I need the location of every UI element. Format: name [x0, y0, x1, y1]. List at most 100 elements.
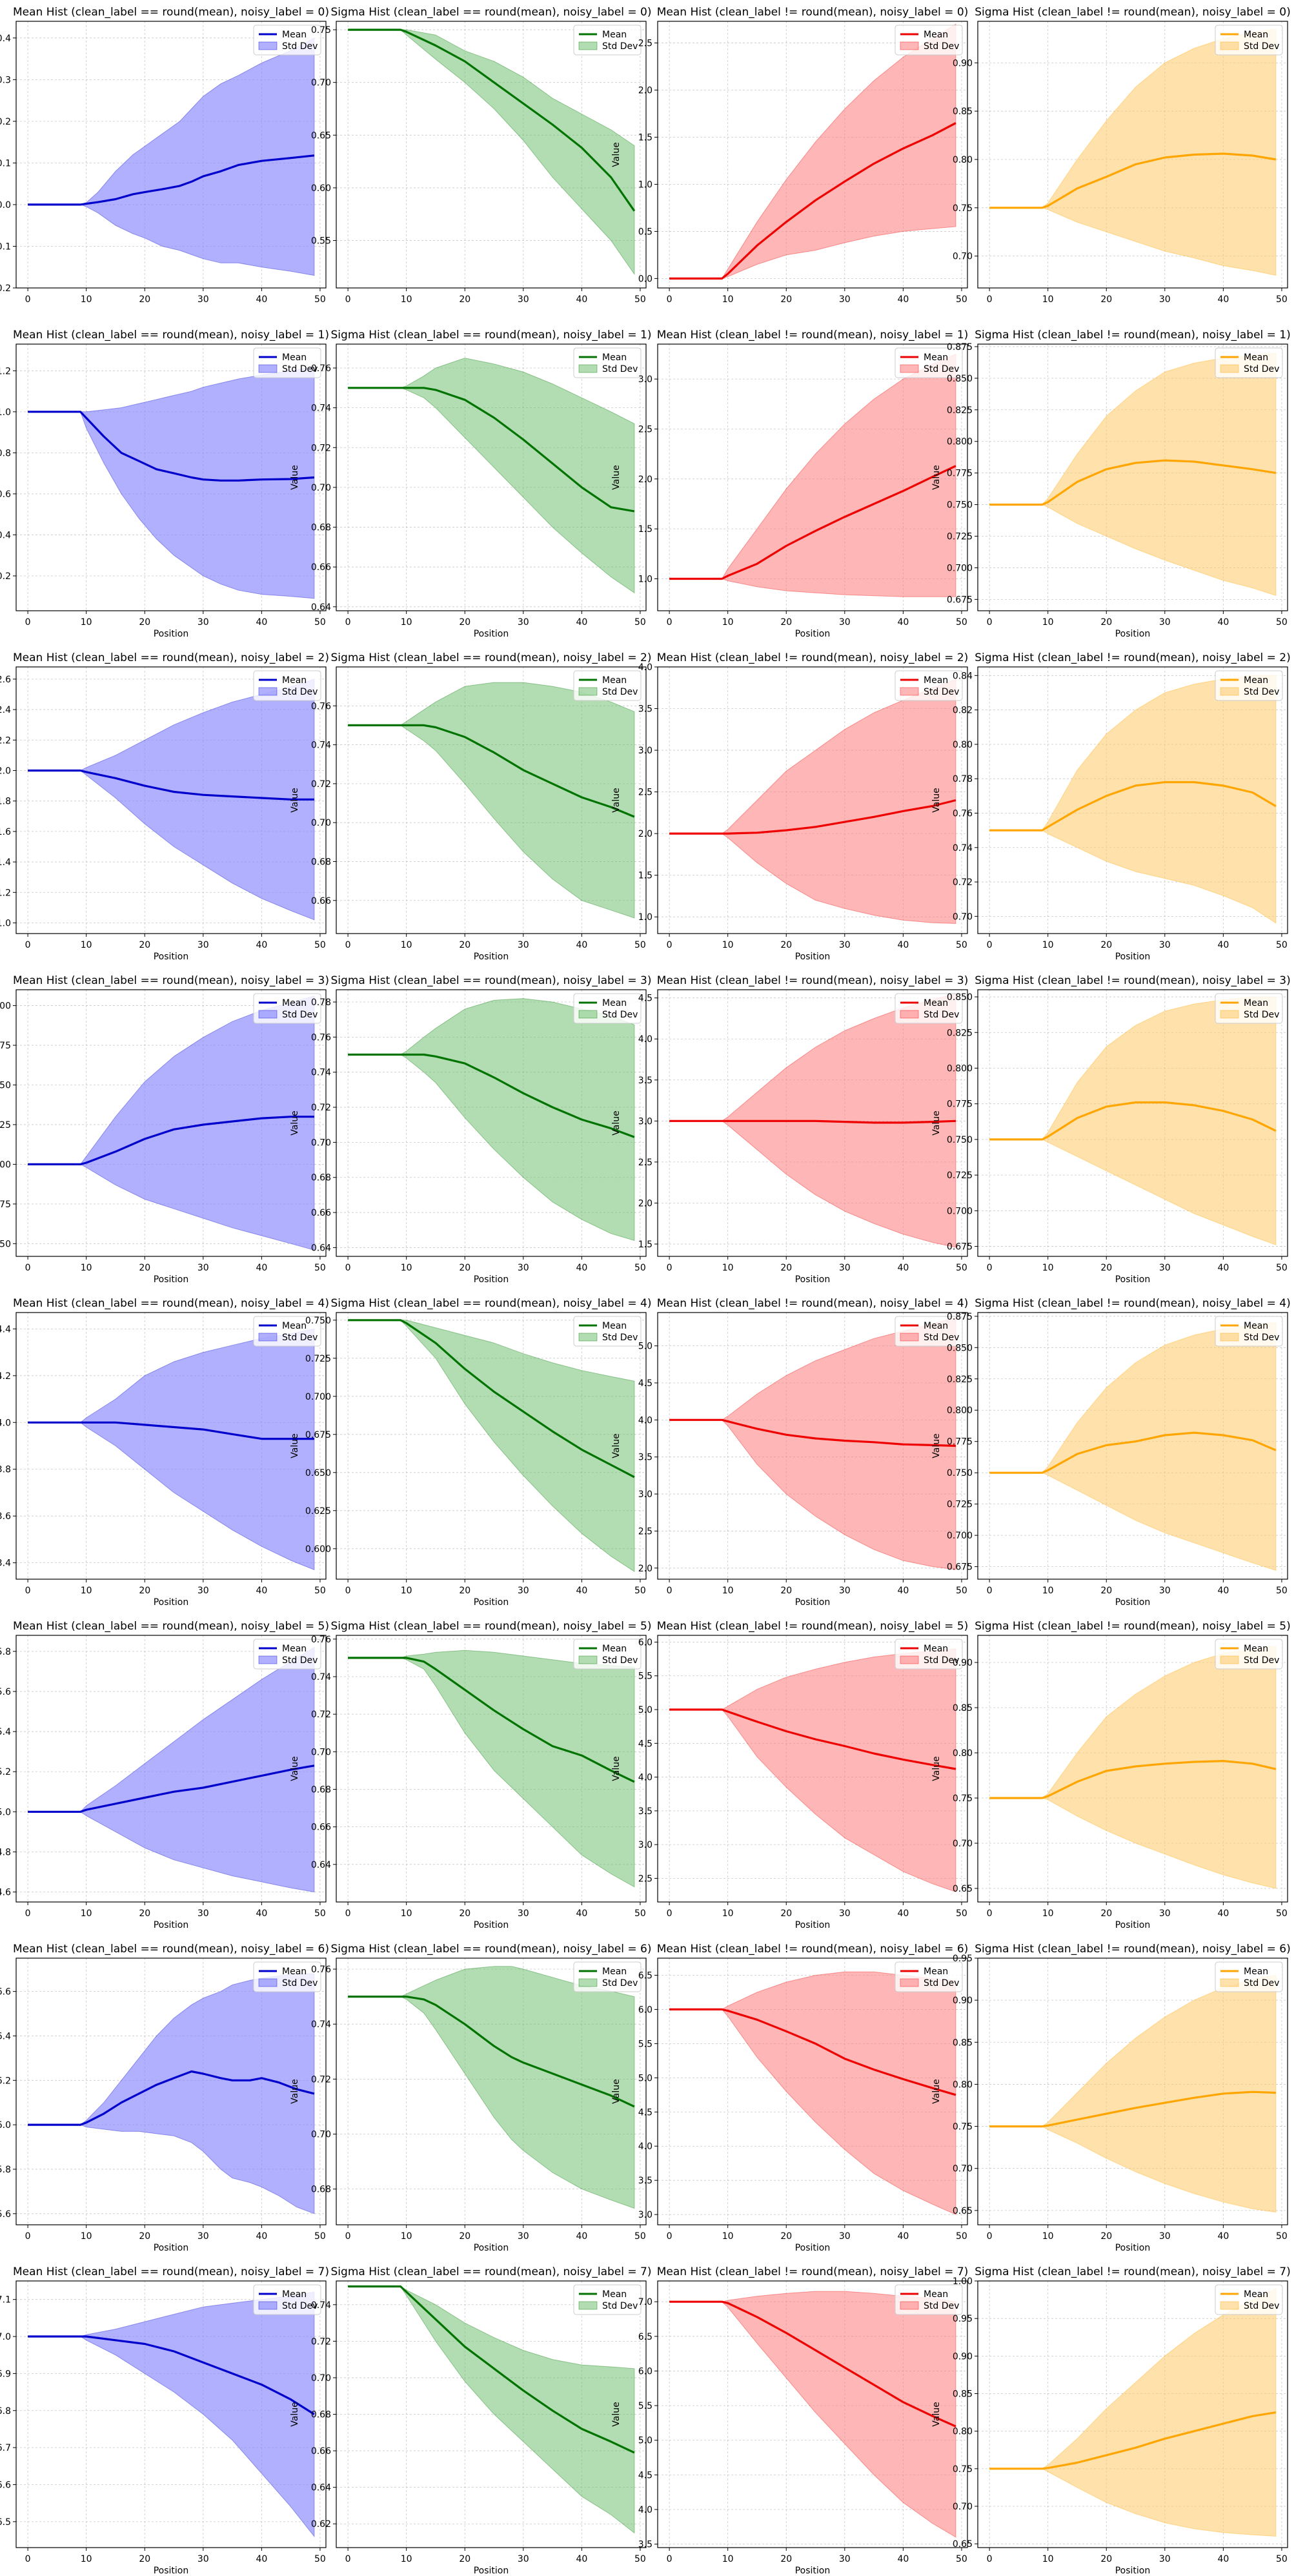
y-tick-label: 0.3: [0, 75, 11, 85]
x-axis-label: Position: [154, 1274, 189, 1285]
legend-mean-label: Mean: [1244, 675, 1268, 686]
subplot-2-1: Sigma Hist (clean_label == round(mean), …: [290, 651, 651, 962]
y-tick-label: 3.0: [638, 1840, 652, 1850]
y-tick-label: 0.72: [953, 877, 973, 888]
subplot-7-3: Sigma Hist (clean_label != round(mean), …: [931, 2265, 1291, 2576]
x-tick-label: 20: [1100, 1586, 1112, 1596]
y-tick-label: 5.0: [638, 1342, 652, 1352]
y-tick-label: 2.0: [0, 766, 11, 776]
legend-std-swatch: [578, 1978, 598, 1987]
x-axis-label: Position: [474, 1274, 509, 1285]
legend-std-swatch: [1220, 1978, 1239, 1987]
y-tick-label: 0.72: [311, 2074, 331, 2085]
x-tick-label: 20: [139, 1586, 150, 1596]
std-dev-band: [348, 998, 635, 1242]
plot-area: [348, 1650, 635, 1888]
y-tick-label: 0.725: [305, 1354, 331, 1364]
y-tick-label: 4.0: [638, 1415, 652, 1426]
axes-frame: [657, 343, 968, 611]
mean-line: [28, 769, 314, 801]
y-tick-label: 0.775: [947, 469, 973, 479]
legend-std-label: Std Dev: [1244, 41, 1279, 52]
x-tick-label: 0: [25, 617, 31, 628]
x-tick-label: 10: [401, 2554, 412, 2564]
legend-mean-label: Mean: [924, 30, 948, 40]
x-tick-label: 20: [459, 2231, 470, 2242]
y-tick-label: 6.6: [0, 1987, 11, 1998]
y-tick-label: 0.700: [947, 1206, 973, 1216]
axes-frame: [15, 21, 327, 289]
y-tick-label: 4.5: [638, 994, 652, 1004]
x-tick-label: 20: [1100, 940, 1112, 950]
x-tick-label: 30: [197, 617, 209, 628]
y-axis-label: Value: [290, 465, 300, 489]
mean-line: [348, 1657, 635, 1783]
x-axis-label: Position: [1115, 629, 1151, 639]
mean-line: [989, 1760, 1277, 1799]
y-tick-label: 6.0: [638, 2366, 652, 2377]
plot-area: [989, 1646, 1277, 1889]
y-tick-label: 2.0: [638, 86, 652, 96]
y-tick-label: 1.4: [0, 857, 11, 868]
plot-area: [28, 679, 315, 921]
x-tick-label: 0: [667, 617, 673, 628]
legend-mean-label: Mean: [1244, 30, 1268, 40]
y-axis-label: Value: [931, 1756, 942, 1781]
x-tick-label: 0: [345, 940, 351, 950]
legend-std-swatch: [1220, 1010, 1239, 1019]
x-tick-label: 50: [1276, 940, 1288, 950]
subplot-title: Mean Hist (clean_label != round(mean), n…: [657, 974, 969, 987]
mean-line: [348, 1053, 635, 1138]
std-dev-band: [989, 28, 1277, 276]
y-tick-label: 0.75: [953, 1794, 973, 1804]
y-tick-label: 1.0: [638, 575, 652, 585]
y-tick-label: 5.0: [0, 1807, 11, 1817]
x-tick-label: 50: [1276, 1908, 1288, 1919]
std-dev-band: [989, 2287, 1277, 2537]
plot-area: [28, 1646, 315, 1893]
x-tick-label: 30: [1159, 940, 1171, 950]
subplot-2-0: Mean Hist (clean_label == round(mean), n…: [0, 651, 329, 962]
subplot-5-0: Mean Hist (clean_label == round(mean), n…: [0, 1620, 329, 1930]
x-tick-label: 50: [314, 1908, 326, 1919]
y-tick-label: 3.5: [638, 1806, 652, 1817]
legend-std-label: Std Dev: [1244, 1978, 1279, 1988]
y-tick-label: 6.0: [0, 2120, 11, 2131]
y-tick-label: 0.72: [311, 779, 331, 790]
y-tick-label: 0.700: [947, 563, 973, 573]
x-tick-label: 30: [839, 940, 851, 950]
y-axis-label: Value: [290, 2079, 300, 2103]
axes-frame: [15, 343, 327, 611]
x-tick-label: 40: [1217, 940, 1229, 950]
std-dev-band: [28, 1328, 315, 1571]
y-tick-label: 0.70: [311, 483, 331, 493]
legend-std-label: Std Dev: [602, 1655, 638, 1666]
y-tick-label: 0.70: [311, 1138, 331, 1148]
subplot-7-1: Sigma Hist (clean_label == round(mean), …: [290, 2265, 651, 2576]
x-tick-label: 20: [459, 940, 470, 950]
x-tick-label: 0: [667, 1908, 673, 1919]
y-tick-label: 1.0: [638, 179, 652, 190]
legend-std-swatch: [258, 41, 278, 50]
y-tick-label: 3.0: [638, 1489, 652, 1500]
axes-frame: [336, 989, 647, 1257]
y-tick-label: 4.6: [0, 1887, 11, 1897]
y-tick-label: 6.4: [0, 2031, 11, 2041]
x-tick-label: 10: [1042, 1263, 1054, 1273]
subplot-title: Mean Hist (clean_label != round(mean), n…: [657, 651, 969, 664]
legend-mean-label: Mean: [282, 1644, 307, 1654]
x-tick-label: 40: [256, 617, 267, 628]
std-dev-band: [989, 1974, 1277, 2213]
x-tick-label: 10: [1042, 1908, 1054, 1919]
x-tick-label: 30: [839, 617, 851, 628]
x-tick-label: 30: [839, 1263, 851, 1273]
axes-frame: [657, 2280, 968, 2548]
y-tick-label: 3.50: [0, 1081, 11, 1091]
x-tick-label: 0: [25, 1908, 31, 1919]
legend-std-label: Std Dev: [602, 1978, 638, 1988]
y-tick-label: 3.0: [638, 1116, 652, 1127]
x-tick-label: 40: [256, 294, 267, 305]
y-tick-label: 4.2: [0, 1371, 11, 1382]
x-tick-label: 40: [1217, 1263, 1229, 1273]
y-tick-label: 3.5: [638, 1076, 652, 1086]
